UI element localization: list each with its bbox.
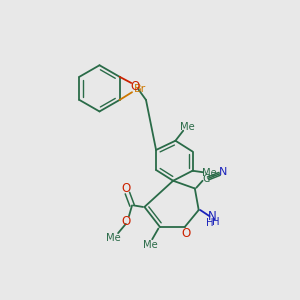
Text: C: C: [202, 174, 209, 184]
Text: Me: Me: [106, 233, 121, 243]
Text: N: N: [208, 210, 216, 223]
Text: O: O: [121, 215, 130, 228]
Text: H: H: [212, 217, 220, 227]
Text: O: O: [121, 182, 130, 195]
Text: O: O: [182, 226, 191, 240]
Text: N: N: [218, 167, 227, 177]
Text: Me: Me: [202, 168, 217, 178]
Text: Br: Br: [134, 84, 146, 94]
Text: Me: Me: [180, 122, 194, 132]
Text: O: O: [130, 80, 140, 92]
Text: H: H: [206, 218, 213, 228]
Text: Me: Me: [142, 240, 157, 250]
